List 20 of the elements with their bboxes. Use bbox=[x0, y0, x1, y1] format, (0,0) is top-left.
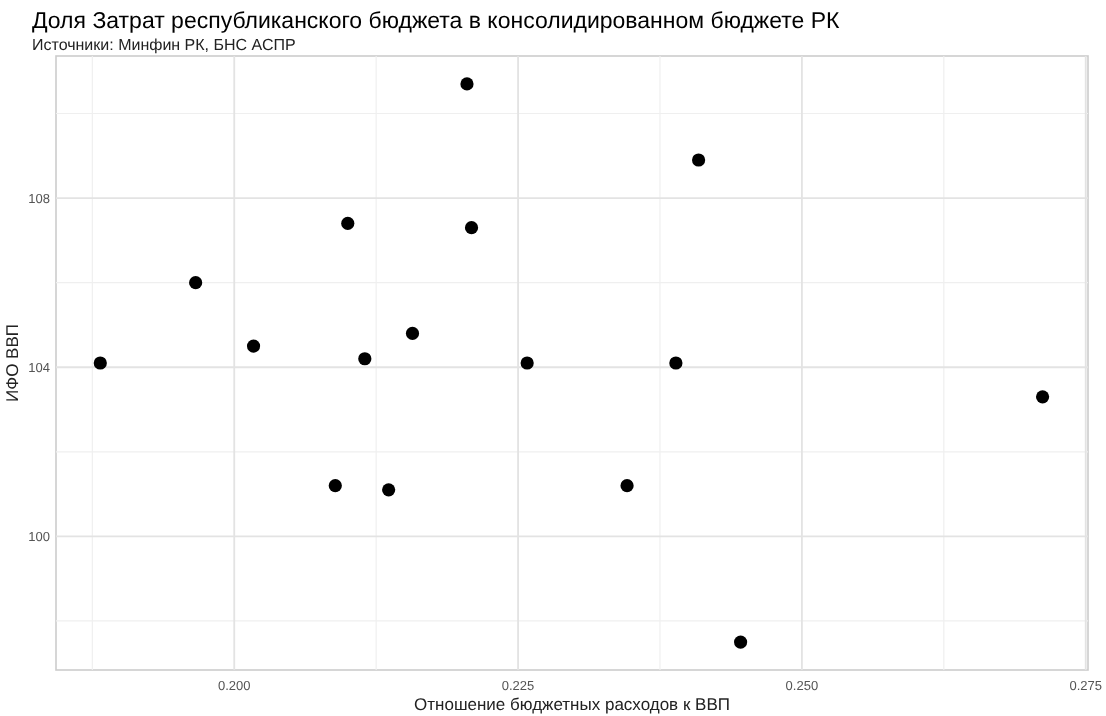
point bbox=[464, 221, 479, 235]
point bbox=[405, 326, 420, 340]
point bbox=[358, 352, 372, 366]
point bbox=[93, 356, 107, 370]
chart-title: Доля Затрат республиканского бюджета в консолидированном бюджете РК bbox=[32, 10, 841, 34]
point bbox=[669, 356, 683, 370]
point bbox=[520, 356, 534, 370]
point bbox=[460, 77, 474, 91]
point bbox=[620, 479, 634, 493]
point bbox=[382, 483, 396, 497]
point bbox=[341, 216, 355, 231]
x-axis-title: Отношение бюджетных расходов к ВВП bbox=[414, 694, 730, 714]
point bbox=[246, 339, 261, 353]
chart-subtitle: Источники: Минфин РК, БНС АСПР bbox=[32, 36, 296, 54]
point bbox=[328, 479, 342, 493]
y-axis-title: ИФО ВВП bbox=[2, 324, 22, 402]
point bbox=[1035, 390, 1050, 404]
point bbox=[691, 153, 706, 167]
point bbox=[733, 635, 748, 649]
point bbox=[189, 276, 203, 290]
